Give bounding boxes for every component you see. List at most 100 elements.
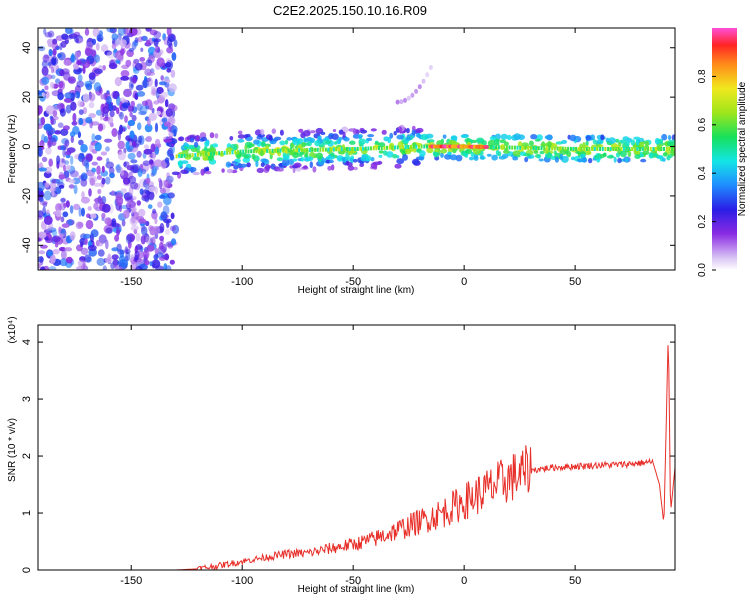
- spectrogram-cell: [119, 111, 124, 120]
- spectrogram-cell: [399, 126, 403, 134]
- spectrogram-cell: [65, 164, 71, 171]
- spectrogram-cell: [622, 136, 630, 141]
- spectrogram-cell: [386, 151, 394, 158]
- spectrogram-cell: [72, 112, 77, 123]
- spectrogram-cell: [647, 147, 649, 151]
- spectrogram-cell: [135, 84, 144, 91]
- spectrogram-cell: [617, 157, 622, 164]
- spectrogram-cell: [150, 143, 156, 153]
- spectrogram-cell: [620, 147, 623, 151]
- spectrogram-cell: [365, 155, 372, 162]
- spectrogram-cell: [625, 157, 629, 163]
- x-tick-label: -150: [120, 276, 142, 288]
- spectrogram-cell: [199, 152, 202, 157]
- spectrogram-cell: [57, 122, 64, 128]
- spectrogram-cell: [567, 146, 570, 151]
- spectrogram-cell: [234, 158, 241, 163]
- spectrogram-cell: [633, 136, 641, 140]
- spectrogram-cell: [258, 149, 261, 154]
- spectrogram-cell: [153, 38, 159, 47]
- spectrogram-cell: [38, 105, 43, 115]
- spectrogram-cell: [266, 148, 269, 153]
- spectrogram-cell: [102, 106, 110, 114]
- spectrogram-cell: [394, 163, 402, 169]
- spectrogram-cell: [107, 253, 112, 262]
- spectrogram-cell: [404, 145, 407, 150]
- spectrogram-cell: [101, 177, 106, 185]
- spectrogram-cell: [302, 165, 308, 169]
- spectrogram-cell: [428, 65, 433, 70]
- spectrogram-cell: [136, 150, 142, 158]
- spectrogram-cell: [50, 81, 55, 89]
- spectrogram-cell: [162, 205, 170, 216]
- spectrogram-cell: [44, 236, 49, 241]
- spectrogram-cell: [619, 150, 627, 158]
- spectrogram-cell: [322, 137, 330, 141]
- spectrogram-cell: [426, 147, 434, 154]
- spectrogram-cell: [93, 82, 102, 92]
- spectrogram-cell: [476, 137, 485, 143]
- spectrogram-cell: [38, 231, 47, 239]
- spectrogram-cell: [164, 99, 169, 108]
- spectrogram-cell: [94, 134, 102, 141]
- snr-x-label: Height of straight line (km): [298, 584, 415, 595]
- spectrogram-cell: [78, 207, 82, 217]
- spectrogram-cell: [636, 147, 639, 151]
- spectrogram-cell: [96, 34, 104, 42]
- spectrogram-cell: [169, 155, 175, 161]
- colorbar-ticks: 0.0 0.2 0.4 0.6 0.8: [697, 69, 716, 277]
- spectrogram-cell: [44, 182, 50, 188]
- spectrogram-cell: [59, 258, 68, 267]
- spectrogram-cell: [591, 147, 594, 151]
- spectrogram-cell: [244, 141, 253, 147]
- spectrogram-cell: [171, 224, 180, 234]
- spectrogram-cell: [358, 138, 366, 145]
- spectrogram-cell: [142, 160, 151, 166]
- spectrogram-cell: [82, 93, 90, 103]
- spectrogram-cell: [244, 149, 247, 154]
- spectrogram-cell: [154, 146, 160, 155]
- spectrogram-cell: [196, 134, 200, 142]
- spectrogram-cell: [128, 47, 135, 53]
- spectrogram-cell: [236, 149, 239, 154]
- spectrogram-cell: [128, 175, 137, 184]
- spectrogram-cell: [353, 158, 358, 163]
- spectrogram-cell: [503, 141, 509, 147]
- spectrogram-cell: [378, 146, 380, 151]
- spectrogram-cell: [94, 197, 104, 205]
- spectrogram-cell: [128, 28, 138, 36]
- spectrogram-cell: [63, 202, 67, 208]
- spectrogram-cell: [234, 150, 237, 155]
- spectrogram-cell: [359, 129, 368, 134]
- spectrogram-cell: [104, 257, 113, 263]
- spectrogram-cell: [99, 111, 104, 121]
- spectrogram-cell: [594, 154, 600, 160]
- spectrogram-cell: [572, 146, 575, 151]
- spectrogram-cell: [415, 133, 421, 138]
- spectrogram-cell: [501, 153, 509, 159]
- spectrogram-cell: [109, 172, 115, 179]
- spectrogram-cell: [116, 228, 120, 236]
- spectrogram-cell: [188, 144, 193, 150]
- spectrogram-cell: [56, 102, 65, 110]
- spectrogram-cell: [405, 127, 410, 134]
- spectrogram-cell: [178, 162, 183, 166]
- spectrogram-cell: [486, 153, 492, 157]
- spectrogram-cell: [242, 157, 250, 163]
- spectrogram-cell: [161, 117, 168, 123]
- colorbar-gradient: [712, 28, 737, 270]
- spectrogram-cell: [615, 138, 620, 143]
- spectrogram-cell: [652, 153, 658, 157]
- spectrogram-cell: [151, 165, 158, 174]
- spectrogram-cell: [147, 204, 153, 210]
- spectrogram-cell: [97, 249, 105, 257]
- spectrogram-cell: [671, 147, 673, 151]
- spectrogram-cell: [73, 64, 80, 70]
- spectrogram-cell: [70, 54, 76, 63]
- spectrogram-cell: [91, 167, 97, 173]
- spectrogram-cell: [152, 151, 156, 162]
- spectrogram-cell: [405, 136, 412, 141]
- spectrogram-cell: [378, 150, 384, 154]
- spectrogram-cell: [165, 61, 172, 68]
- spectrogram-cell: [151, 107, 155, 114]
